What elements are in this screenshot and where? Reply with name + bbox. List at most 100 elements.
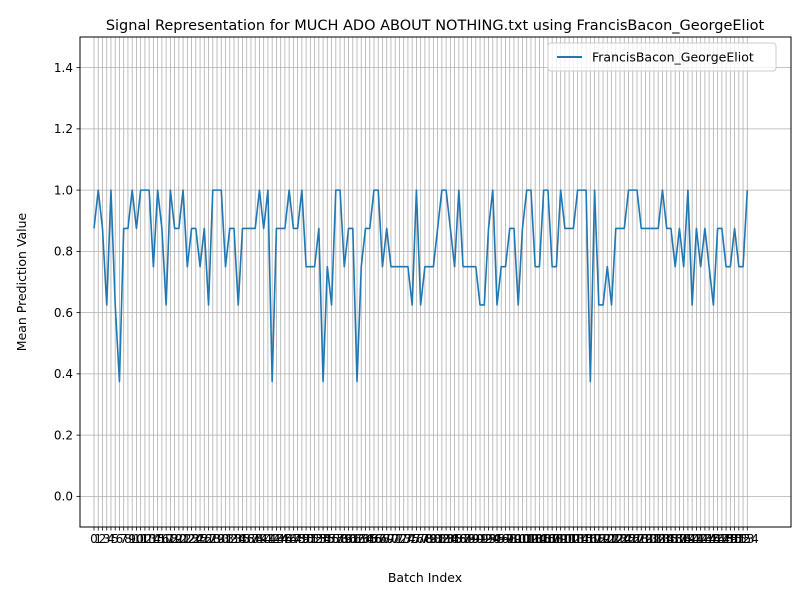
x-tick-label: 2 — [99, 532, 107, 546]
x-tick-label: 47 — [286, 532, 301, 546]
x-tick-label: 82 — [434, 532, 449, 546]
plot-frame — [79, 36, 792, 528]
x-tick-label: 147 — [706, 532, 729, 546]
x-tick-label: 140 — [676, 532, 699, 546]
x-tick-label: 120 — [592, 532, 615, 546]
x-tick-label: 83 — [438, 532, 453, 546]
x-tick-label: 39 — [252, 532, 267, 546]
y-tick-label: 0.0 — [54, 490, 73, 504]
x-tick-label: 16 — [154, 532, 169, 546]
legend-label: FrancisBacon_GeorgeEliot — [592, 50, 754, 65]
x-tick-label: 133 — [647, 532, 670, 546]
grid-layer — [80, 37, 791, 527]
x-tick-label: 34 — [231, 532, 246, 546]
x-tick-label: 67 — [371, 532, 386, 546]
x-tick-label: 91 — [472, 532, 487, 546]
x-tick-label: 80 — [426, 532, 441, 546]
x-tick-label: 57 — [328, 532, 343, 546]
x-tick-label: 148 — [710, 532, 733, 546]
x-tick-label: 89 — [464, 532, 479, 546]
x-tick-label: 108 — [541, 532, 564, 546]
x-tick-label: 103 — [519, 532, 542, 546]
x-tick-label: 90 — [468, 532, 483, 546]
x-tick-label: 112 — [558, 532, 581, 546]
x-tick-label: 65 — [362, 532, 377, 546]
chart-title: Signal Representation for MUCH ADO ABOUT… — [106, 18, 765, 34]
x-tick-label: 1 — [94, 532, 102, 546]
y-ticks: 0.0 0.2 0.4 0.6 0.8 1.0 1.2 1.4 — [54, 61, 80, 504]
x-tick-label: 101 — [511, 532, 534, 546]
x-tick-label: 145 — [698, 532, 721, 546]
x-tick-label: 43 — [269, 532, 284, 546]
x-tick-label: 8 — [124, 532, 132, 546]
x-tick-label: 136 — [659, 532, 682, 546]
x-tick-label: 118 — [583, 532, 606, 546]
x-tick-label: 51 — [303, 532, 318, 546]
x-tick-label: 0 — [90, 532, 98, 546]
x-tick-label: 111 — [553, 532, 576, 546]
x-tick-label: 95 — [489, 532, 504, 546]
x-tick-label: 128 — [626, 532, 649, 546]
x-tick-label: 27 — [201, 532, 216, 546]
x-tick-label: 10 — [129, 532, 144, 546]
x-tick-label: 5 — [111, 532, 119, 546]
x-tick-label: 106 — [532, 532, 555, 546]
x-tick-label: 77 — [413, 532, 428, 546]
x-tick-label: 79 — [421, 532, 436, 546]
x-tick-label: 93 — [481, 532, 496, 546]
x-tick-label: 55 — [320, 532, 335, 546]
x-tick-label: 144 — [693, 532, 716, 546]
legend-box — [547, 42, 777, 72]
x-tick-label: 122 — [600, 532, 623, 546]
x-tick-label: 60 — [341, 532, 356, 546]
x-tick-label: 7 — [120, 532, 128, 546]
legend: FrancisBacon_GeorgeEliot — [547, 42, 777, 72]
x-tick-label: 126 — [617, 532, 640, 546]
x-ticks: 0123456789101112131415161718192021222324… — [90, 527, 759, 546]
x-tick-label: 32 — [222, 532, 237, 546]
x-tick-label: 23 — [184, 532, 199, 546]
x-tick-label: 22 — [180, 532, 195, 546]
x-tick-label: 9 — [128, 532, 136, 546]
x-tick-label: 59 — [337, 532, 352, 546]
x-axis-label: Batch Index — [388, 570, 462, 585]
x-tick-label: 142 — [685, 532, 708, 546]
x-tick-label: 56 — [324, 532, 339, 546]
x-tick-label: 71 — [388, 532, 403, 546]
x-tick-label: 130 — [634, 532, 657, 546]
x-tick-label: 49 — [294, 532, 309, 546]
x-tick-label: 29 — [209, 532, 224, 546]
x-tick-label: 85 — [447, 532, 462, 546]
x-tick-label: 35 — [235, 532, 250, 546]
x-tick-label: 20 — [171, 532, 186, 546]
x-tick-label: 139 — [672, 532, 695, 546]
x-tick-label: 54 — [315, 532, 330, 546]
x-tick-label: 125 — [613, 532, 636, 546]
y-tick-label: 1.4 — [54, 61, 73, 75]
line-layer — [93, 189, 749, 383]
x-tick-label: 11 — [133, 532, 148, 546]
x-tick-label: 131 — [638, 532, 661, 546]
x-tick-label: 21 — [175, 532, 190, 546]
x-tick-label: 63 — [354, 532, 369, 546]
x-tick-label: 30 — [214, 532, 229, 546]
x-tick-label: 152 — [727, 532, 750, 546]
x-tick-label: 104 — [524, 532, 547, 546]
x-tick-label: 50 — [298, 532, 313, 546]
x-tick-label: 33 — [226, 532, 241, 546]
x-tick-label: 13 — [142, 532, 157, 546]
x-tick-label: 4 — [107, 532, 115, 546]
x-tick-label: 68 — [375, 532, 390, 546]
x-tick-label: 137 — [664, 532, 687, 546]
x-tick-label: 149 — [715, 532, 738, 546]
x-tick-label: 138 — [668, 532, 691, 546]
x-tick-label: 121 — [596, 532, 619, 546]
x-tick-label: 48 — [290, 532, 305, 546]
x-tick-label: 146 — [702, 532, 725, 546]
x-tick-label: 105 — [528, 532, 551, 546]
x-tick-label: 117 — [579, 532, 602, 546]
y-axis-label: Mean Prediction Value — [14, 212, 29, 351]
y-tick-label: 0.6 — [54, 306, 73, 320]
x-tick-label: 41 — [260, 532, 275, 546]
